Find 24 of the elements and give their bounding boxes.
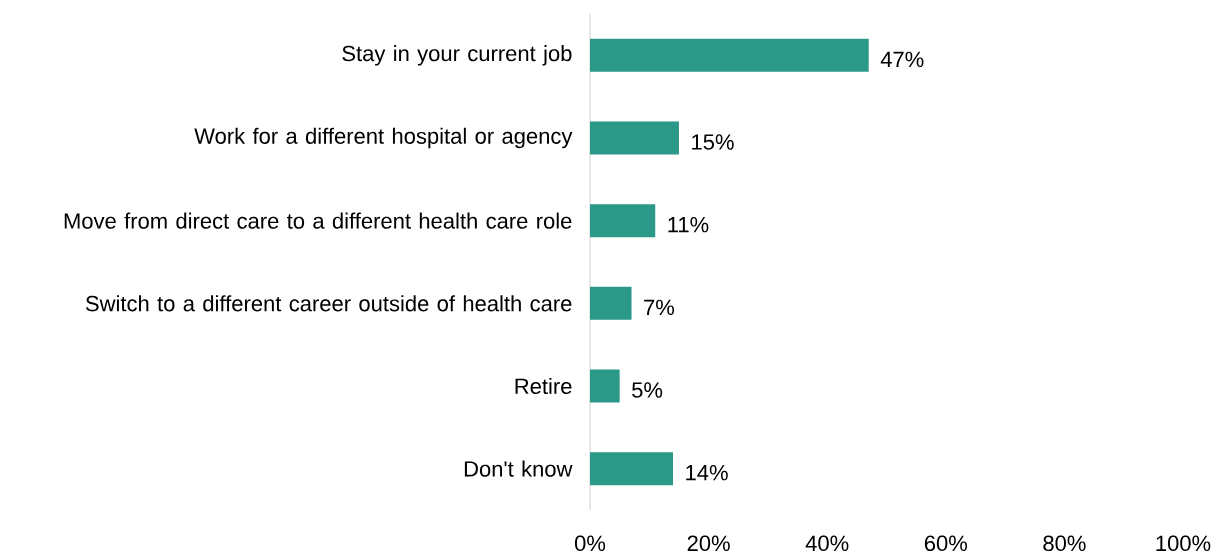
data-label: 47%	[880, 51, 924, 68]
y-tick-label: Don't know	[464, 460, 573, 477]
x-tick-label: 40%	[805, 535, 849, 552]
data-label: 15%	[692, 134, 734, 150]
x-tick-label: 20%	[687, 535, 730, 552]
bar	[590, 286, 632, 320]
bar	[590, 38, 869, 72]
bar	[590, 204, 656, 238]
x-tick-label: 100%	[1156, 535, 1211, 552]
data-label: 14%	[686, 464, 728, 481]
data-label: 11%	[668, 216, 709, 233]
x-tick-label: 80%	[1043, 535, 1086, 552]
x-tick-label: 60%	[924, 535, 968, 552]
x-tick-label: 0%	[574, 535, 606, 552]
bar	[590, 452, 674, 486]
y-tick-label: Switch to a different career outside of health care	[85, 295, 572, 312]
y-tick-label: Move from direct care to a different health care role	[64, 212, 572, 229]
y-tick-label: Retire	[515, 377, 572, 395]
data-label: 7%	[644, 299, 675, 316]
bar	[590, 369, 620, 403]
y-tick-label: Stay in your current job	[342, 45, 572, 66]
y-tick-label: Work for a different hospital or agency	[194, 127, 573, 149]
bar	[590, 121, 679, 155]
data-label: 5%	[632, 382, 663, 398]
